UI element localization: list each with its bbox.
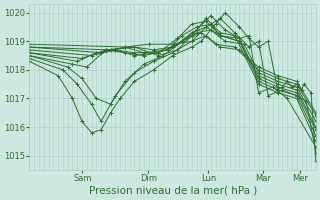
X-axis label: Pression niveau de la mer( hPa ): Pression niveau de la mer( hPa ) [89, 186, 257, 196]
